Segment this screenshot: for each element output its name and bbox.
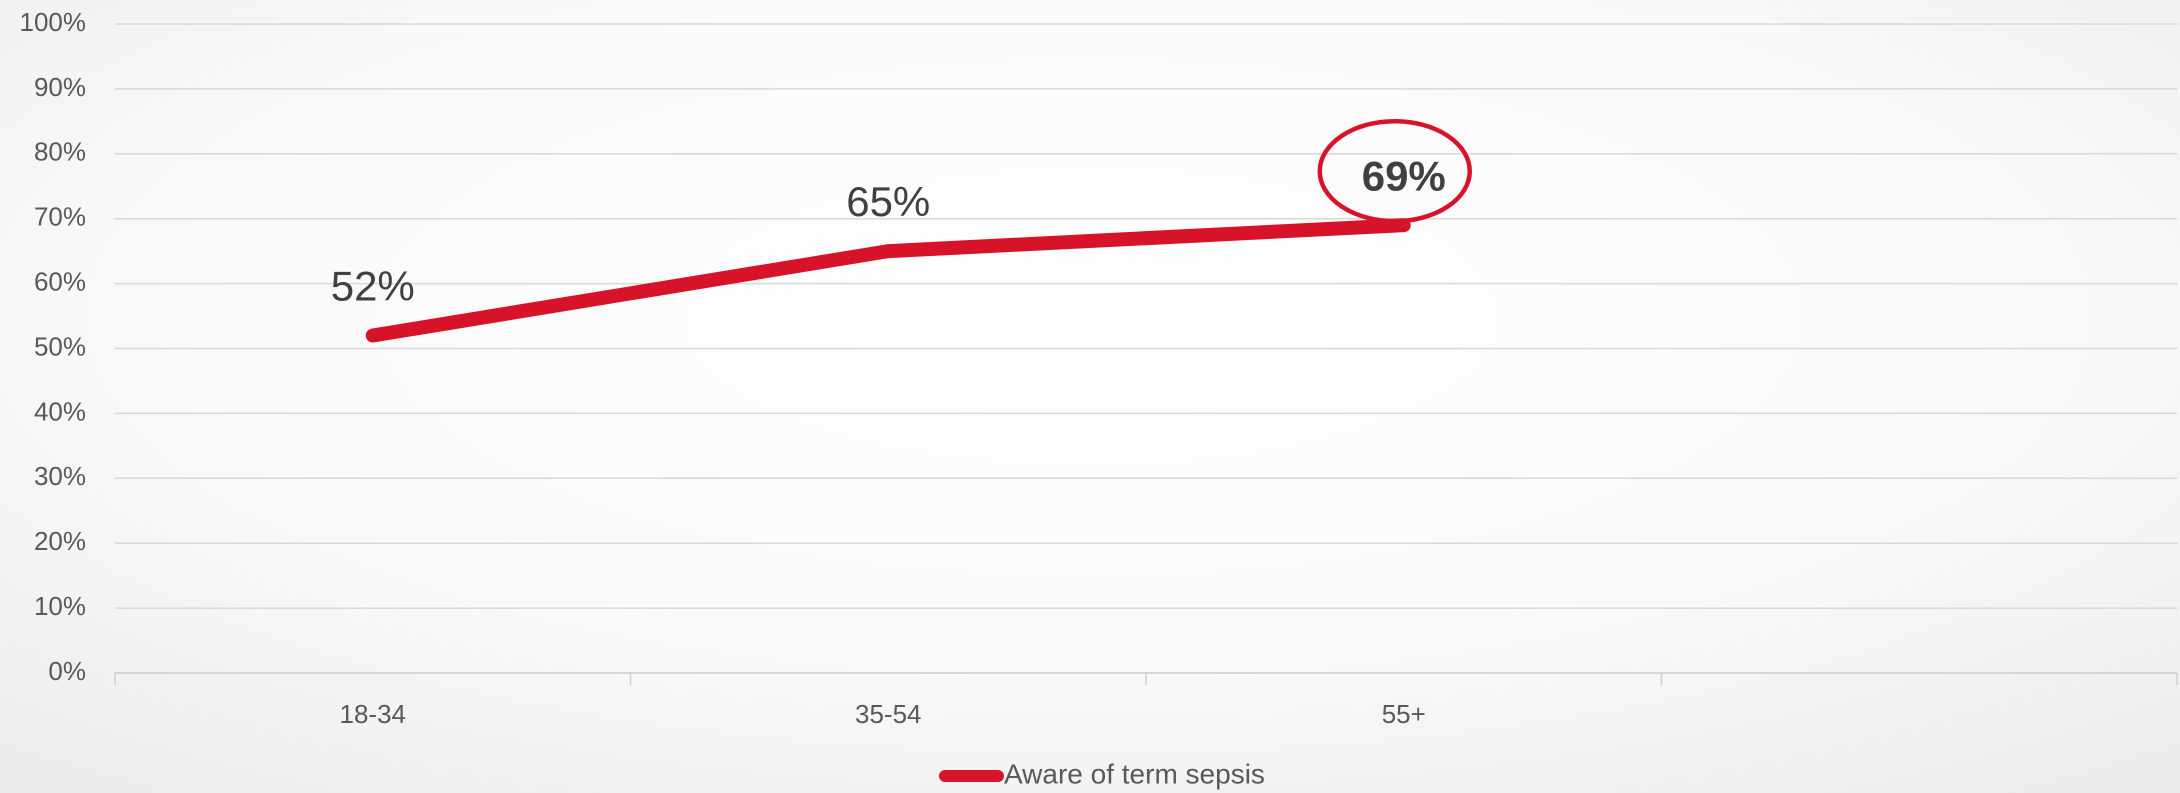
data-label: 65%: [846, 178, 930, 225]
x-tick-label: 18-34: [340, 699, 407, 729]
y-tick-label: 100%: [20, 7, 87, 37]
legend-label: Aware of term sepsis: [1004, 758, 1265, 789]
y-tick-label: 0%: [48, 656, 86, 686]
y-tick-label: 90%: [34, 72, 86, 102]
y-tick-label: 60%: [34, 266, 86, 296]
y-tick-label: 20%: [34, 526, 86, 556]
data-label: 52%: [331, 263, 415, 310]
highlight-circle: [1317, 118, 1472, 224]
y-tick-label: 10%: [34, 591, 86, 621]
x-tick-label: 35-54: [855, 699, 922, 729]
y-tick-label: 30%: [34, 461, 86, 491]
y-tick-label: 50%: [34, 331, 86, 361]
series-line: [365, 218, 1411, 343]
data-label: 69%: [1362, 152, 1446, 199]
x-tick-label: 55+: [1382, 699, 1426, 729]
y-tick-label: 70%: [34, 202, 86, 232]
y-tick-label: 80%: [34, 137, 86, 167]
y-tick-label: 40%: [34, 396, 86, 426]
